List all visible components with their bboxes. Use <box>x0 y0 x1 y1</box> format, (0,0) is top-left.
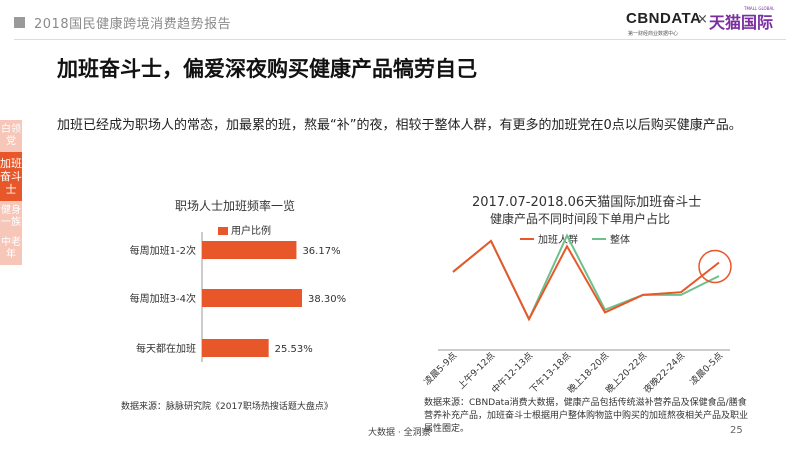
side-tab-white-collar[interactable]: 白领党 <box>0 120 22 152</box>
line-series <box>452 239 720 322</box>
report-title: 2018国民健康跨境消费趋势报告 <box>34 17 232 32</box>
footer-text: 大数据 · 全洞察 <box>368 428 431 438</box>
legend-label: 用户比例 <box>231 226 271 237</box>
source-left: 数据来源：脉脉研究院《2017职场热搜话题大盘点》 <box>121 402 333 412</box>
side-tab-elderly[interactable]: 中老年 <box>0 233 22 265</box>
line-chart-title: 2017.07-2018.06天猫国际加班奋斗士 <box>472 195 702 210</box>
body-text: 加班已经成为职场人的常态，加最累的班，熬最“补”的夜，相较于整体人群，有更多的加… <box>57 118 742 133</box>
bar-chart-legend: 用户比例 <box>218 222 271 237</box>
bar-chart-title: 职场人士加班频率一览 <box>175 199 296 213</box>
bar <box>202 339 269 357</box>
bar <box>202 289 302 307</box>
header-divider <box>14 39 786 40</box>
side-tab-overtime[interactable]: 加班奋斗士 <box>0 152 22 201</box>
bar-value-label: 38.30% <box>308 294 346 305</box>
legend-swatch <box>218 227 228 235</box>
bar-value-label: 36.17% <box>302 246 340 257</box>
line-chart-subtitle: 健康产品不同时间段下单用户占比 <box>490 212 671 226</box>
header-square <box>14 17 25 28</box>
bar <box>202 241 297 259</box>
cbndata-logo-subtitle: 第一财经商业数据中心 <box>628 31 679 37</box>
line-category-label: 凌晨5-9点 <box>421 350 459 388</box>
line-legend-label: 整体 <box>610 233 630 246</box>
bar-value-label: 25.53% <box>275 344 313 355</box>
side-tab-fitness[interactable]: 健身一族 <box>0 201 22 233</box>
side-tabs: 白领党 加班奋斗士 健身一族 中老年 <box>0 120 22 265</box>
line-category-label: 上午9-12点 <box>455 350 497 392</box>
logo-separator: × <box>697 12 708 27</box>
page-number: 25 <box>730 425 743 436</box>
bar-category-label: 每天都在加班 <box>136 342 196 355</box>
page-title: 加班奋斗士，偏爱深夜购买健康产品犒劳自己 <box>57 57 477 81</box>
bar-category-label: 每周加班3-4次 <box>130 292 196 305</box>
bar-category-label: 每周加班1-2次 <box>130 244 196 257</box>
line-series <box>452 233 720 322</box>
cbndata-logo: CBNDATA <box>626 10 702 27</box>
source-right: 数据来源：CBNData消费大数据，健康产品包括传统滋补营养品及保健食品/膳食营… <box>424 398 749 434</box>
tmall-global-logo: 天猫国际 <box>709 13 774 32</box>
tmall-global-logo-subtitle: TMALL GLOBAL <box>744 6 775 11</box>
line-category-label: 凌晨0-5点 <box>687 350 725 388</box>
line-category-label: 夜晚22-24点 <box>641 350 687 396</box>
highlight-circle <box>698 249 732 284</box>
